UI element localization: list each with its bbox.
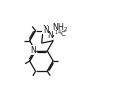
Text: $^{14}$C: $^{14}$C [54,29,68,40]
Text: N: N [43,26,49,35]
Text: N: N [30,46,36,55]
Text: N: N [42,25,48,34]
Text: N: N [47,31,53,40]
Text: NH$_2$: NH$_2$ [52,21,68,34]
